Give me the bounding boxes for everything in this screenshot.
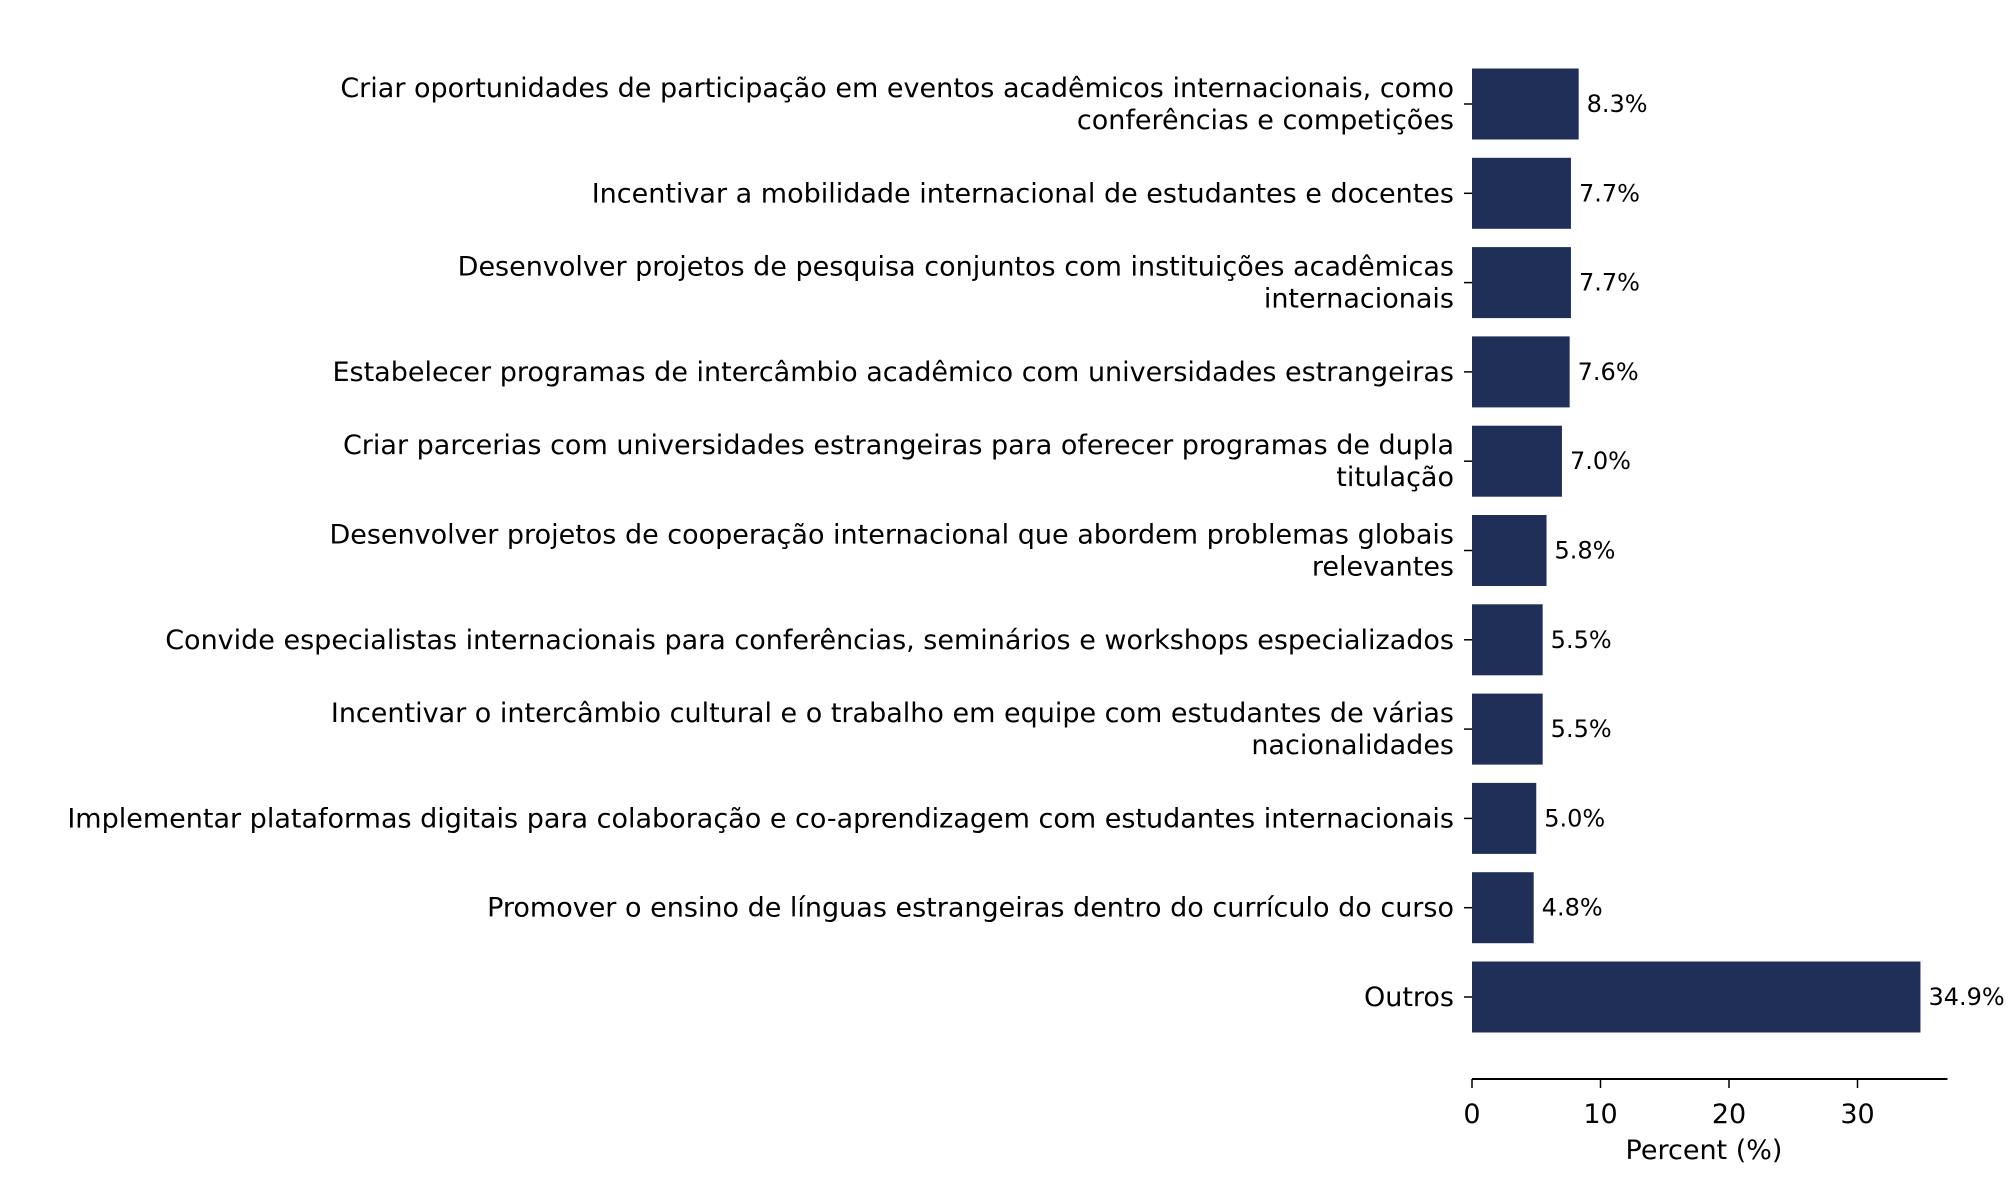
- bar: [1472, 515, 1547, 586]
- category-label-line: Implementar plataformas digitais para co…: [67, 803, 1454, 834]
- value-label: 5.8%: [1555, 537, 1616, 565]
- value-label: 7.0%: [1570, 447, 1631, 475]
- value-label: 34.9%: [1928, 983, 2004, 1011]
- category-label-line: Promover o ensino de línguas estrangeira…: [487, 893, 1454, 924]
- category-label: Incentivar o intercâmbio cultural e o tr…: [331, 698, 1454, 761]
- value-label: 4.8%: [1542, 894, 1603, 922]
- x-axis-title: Percent (%): [1626, 1135, 1783, 1166]
- x-tick-label: 20: [1712, 1099, 1746, 1130]
- value-labels-group: 8.3% 7.7% 7.7% 7.6% 7.0% 5.8% 5.5% 5.5% 5.0% 4.8%…: [1542, 90, 2005, 1011]
- bar: [1472, 961, 1921, 1033]
- value-label: 5.5%: [1551, 715, 1612, 743]
- x-tick-label: 0: [1463, 1099, 1480, 1130]
- category-label: Incentivar a mobilidade internacional de…: [592, 178, 1454, 209]
- bar: [1472, 157, 1571, 229]
- category-label-line: Desenvolver projetos de cooperação inter…: [329, 520, 1454, 551]
- category-label: Promover o ensino de línguas estrangeira…: [487, 893, 1454, 924]
- bar: [1472, 247, 1571, 319]
- bar: [1472, 68, 1579, 140]
- category-label-line: Outros: [1364, 982, 1454, 1013]
- bars-group: [1472, 68, 1921, 1033]
- category-label-line: Desenvolver projetos de pesquisa conjunt…: [458, 252, 1454, 283]
- category-label-line: conferências e competições: [1077, 105, 1454, 136]
- x-axis: 0 10 20 30: [1463, 103, 1948, 1130]
- category-label-line: nacionalidades: [1251, 730, 1454, 761]
- bar: [1472, 693, 1543, 765]
- category-label-line: Criar oportunidades de participação em e…: [340, 73, 1454, 104]
- x-tick-label: 10: [1583, 1099, 1617, 1130]
- bar: [1472, 425, 1562, 497]
- value-label: 8.3%: [1587, 90, 1648, 118]
- category-label: Implementar plataformas digitais para co…: [67, 803, 1454, 834]
- category-label-line: relevantes: [1312, 552, 1454, 583]
- category-label-line: titulação: [1336, 462, 1454, 493]
- value-label: 5.0%: [1544, 804, 1605, 832]
- value-label: 7.7%: [1579, 269, 1640, 297]
- category-label-line: Incentivar a mobilidade internacional de…: [592, 178, 1454, 209]
- category-label: Criar oportunidades de participação em e…: [340, 73, 1454, 136]
- category-label: Convide especialistas internacionais par…: [165, 625, 1454, 656]
- category-labels-group: Criar oportunidades de participação em e…: [67, 73, 1454, 1013]
- x-tick-label: 30: [1840, 1099, 1874, 1130]
- category-label-line: Incentivar o intercâmbio cultural e o tr…: [331, 698, 1454, 729]
- category-label-line: Criar parcerias com universidades estran…: [343, 430, 1454, 461]
- bar: [1472, 872, 1534, 944]
- value-label: 7.6%: [1578, 358, 1639, 386]
- category-label-line: Convide especialistas internacionais par…: [165, 625, 1454, 656]
- category-label: Estabelecer programas de intercâmbio aca…: [332, 357, 1454, 388]
- category-label-line: Estabelecer programas de intercâmbio aca…: [332, 357, 1454, 388]
- value-label: 5.5%: [1551, 626, 1612, 654]
- category-label: Desenvolver projetos de cooperação inter…: [329, 520, 1454, 583]
- bar: [1472, 782, 1537, 854]
- category-label: Criar parcerias com universidades estran…: [343, 430, 1454, 493]
- value-label: 7.7%: [1579, 179, 1640, 207]
- category-label: Outros: [1364, 982, 1454, 1013]
- category-label: Desenvolver projetos de pesquisa conjunt…: [458, 252, 1454, 315]
- bar: [1472, 604, 1543, 676]
- category-label-line: internacionais: [1264, 284, 1454, 315]
- bar: [1472, 336, 1570, 408]
